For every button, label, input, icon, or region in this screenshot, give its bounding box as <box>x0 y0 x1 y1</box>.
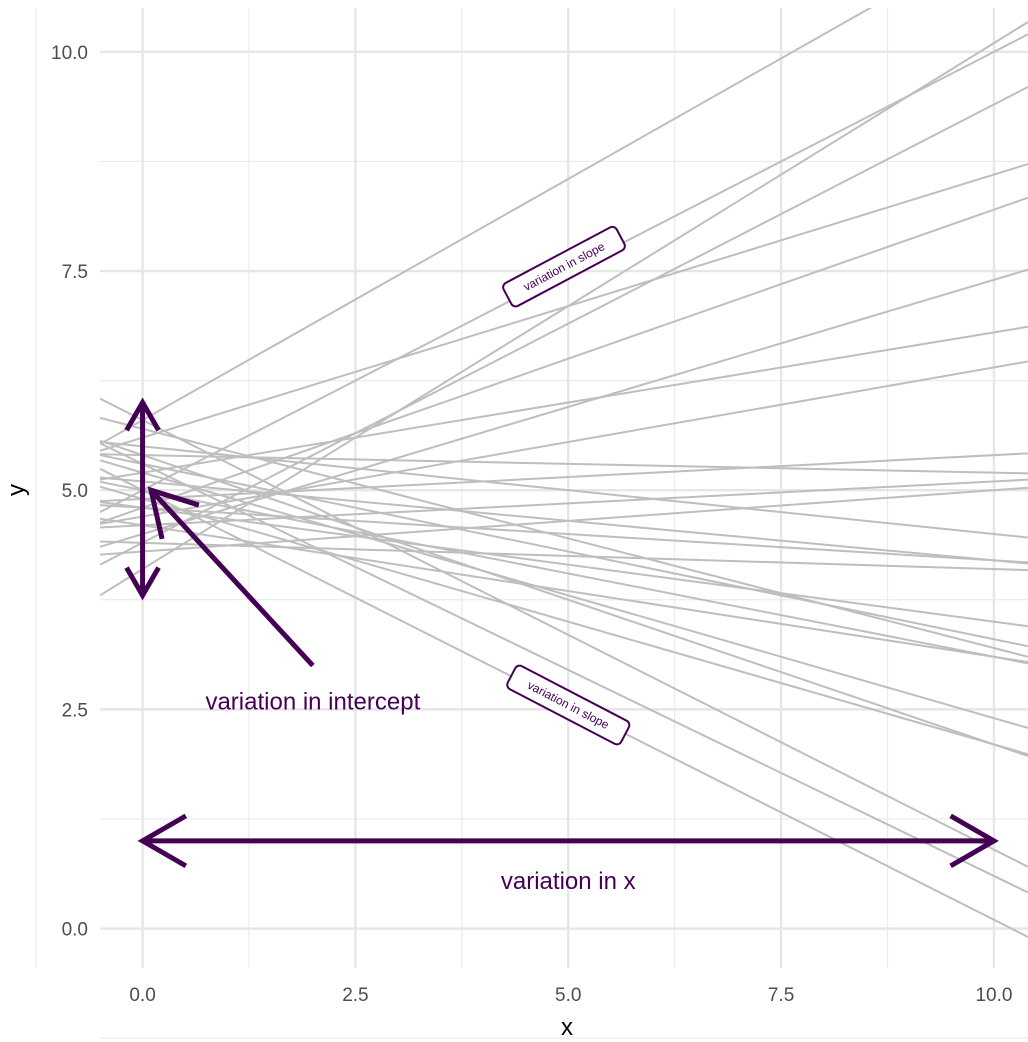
regression-line <box>100 163 1028 452</box>
x-arrow-head-right <box>949 813 999 869</box>
regression-line <box>100 325 1028 481</box>
regression-line <box>100 268 1028 548</box>
x-tick-label: 7.5 <box>768 985 794 1006</box>
x-tick-label: 5.0 <box>555 985 581 1006</box>
regression-line <box>100 480 1028 665</box>
regression-line <box>100 196 1028 524</box>
regression-lines <box>100 8 1028 938</box>
regression-line <box>100 454 1028 648</box>
intercept-arrow-head-bottom <box>124 566 161 601</box>
y-axis-title: y <box>3 484 30 496</box>
regression-line <box>100 501 1028 628</box>
y-tick-label: 10.0 <box>51 43 88 64</box>
regression-line <box>100 452 1028 503</box>
x-tick-label: 0.0 <box>129 985 155 1006</box>
regression-line <box>100 442 1028 894</box>
x-tick-label: 10.0 <box>975 985 1012 1006</box>
y-tick-label: 7.5 <box>62 262 88 283</box>
slope-label-1: variation in slope <box>502 225 626 308</box>
intercept-pointer-head <box>147 486 200 540</box>
annotation-x-label: variation in x <box>501 868 636 895</box>
annotations: variation in intercept variation in x vari… <box>124 225 999 895</box>
regression-line <box>100 416 1028 658</box>
y-tick-label: 0.0 <box>62 920 88 941</box>
x-axis-title: x <box>561 1014 573 1041</box>
regression-line <box>100 360 1028 525</box>
regression-line <box>100 397 1028 868</box>
intercept-pointer-arrow <box>149 488 315 668</box>
regression-line <box>100 86 1028 566</box>
regression-line <box>100 517 1028 664</box>
annotation-intercept-label: variation in intercept <box>205 688 420 715</box>
slope-label-box <box>502 225 626 308</box>
y-tick-label: 5.0 <box>62 481 88 502</box>
intercept-arrow-head-top <box>124 397 161 432</box>
x-arrow-head-left <box>137 813 188 869</box>
regression-line <box>100 439 1028 757</box>
axis-ticks: 0.0 2.5 5.0 7.5 10.0 0.0 2.5 5.0 7.5 10.0 <box>51 43 1012 1006</box>
regression-line <box>100 485 1028 756</box>
regression-line <box>100 540 1028 572</box>
y-tick-label: 2.5 <box>62 700 88 721</box>
regression-line <box>100 486 1028 556</box>
slope-label-box <box>506 664 631 746</box>
regression-line <box>100 478 1028 529</box>
regression-line <box>100 459 1028 729</box>
regression-line <box>100 8 873 446</box>
x-tick-label: 2.5 <box>342 985 368 1006</box>
slope-label-text: variation in slope <box>521 239 607 294</box>
regression-line <box>100 504 1028 564</box>
